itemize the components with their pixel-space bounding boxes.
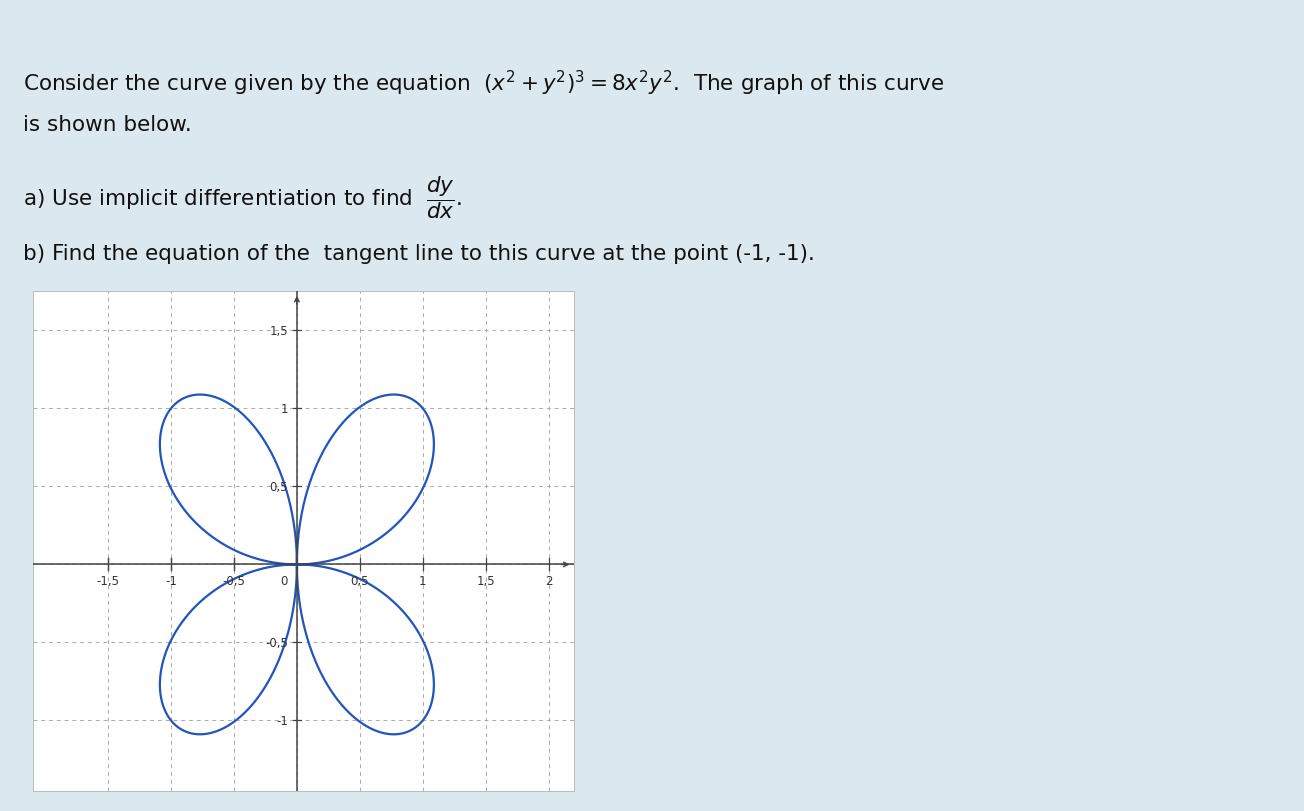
Text: 2: 2 <box>545 574 553 587</box>
Text: 1,5: 1,5 <box>270 324 288 337</box>
Text: 1: 1 <box>419 574 426 587</box>
Text: a) Use implicit differentiation to find  $\dfrac{dy}{dx}$.: a) Use implicit differentiation to find … <box>23 174 462 221</box>
Text: 0,5: 0,5 <box>351 574 369 587</box>
Text: -0,5: -0,5 <box>265 636 288 649</box>
Text: 0,5: 0,5 <box>270 480 288 493</box>
Text: -1: -1 <box>276 714 288 727</box>
Text: 1,5: 1,5 <box>476 574 496 587</box>
Text: 1: 1 <box>280 402 288 415</box>
Text: is shown below.: is shown below. <box>23 115 192 135</box>
Text: -0,5: -0,5 <box>223 574 245 587</box>
Text: Consider the curve given by the equation  $(x^2 + y^2)^3 = 8x^2y^2$.  The graph : Consider the curve given by the equation… <box>23 69 945 98</box>
Text: 0: 0 <box>280 574 288 587</box>
Text: -1: -1 <box>166 574 177 587</box>
Text: -1,5: -1,5 <box>96 574 120 587</box>
Text: b) Find the equation of the  tangent line to this curve at the point (-1, -1).: b) Find the equation of the tangent line… <box>23 243 815 264</box>
